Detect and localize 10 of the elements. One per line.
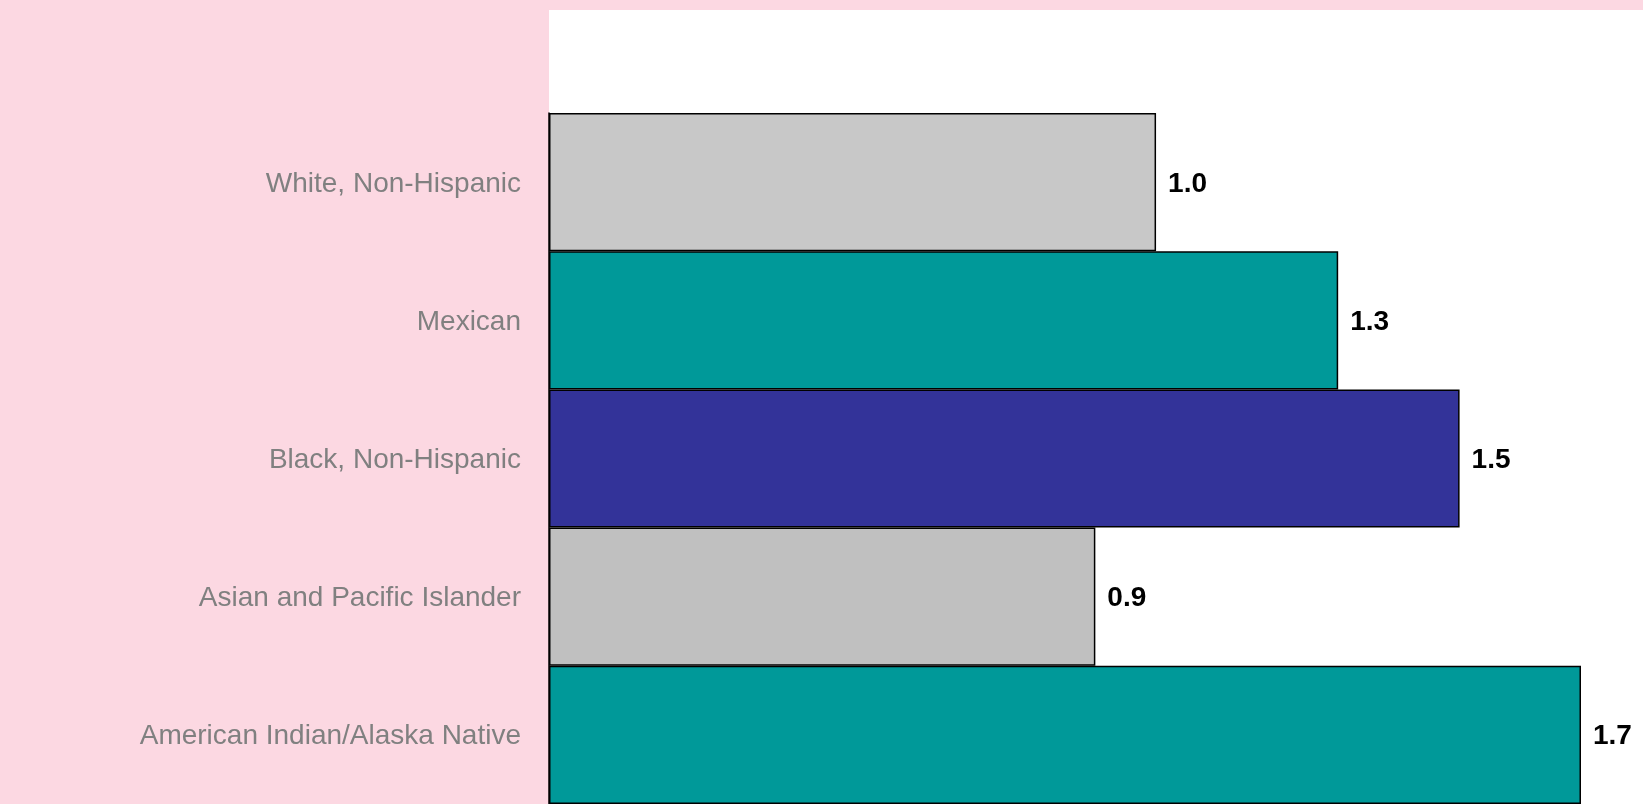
data-label: 1.5 (1471, 443, 1511, 474)
y-tick-label: White, Non-Hispanic (265, 166, 521, 198)
data-label: 1.0 (1168, 166, 1207, 198)
y-tick-label: Mexican (416, 304, 521, 336)
y-tick-label: Black, Non-Hispanic (268, 443, 521, 474)
data-label: 0.9 (1107, 581, 1147, 613)
data-label: 1.3 (1350, 304, 1390, 336)
y-tick-label: Asian and Pacific Islander (198, 581, 521, 613)
y-tick-label: American Indian/Alaska Native (139, 719, 521, 751)
data-label: 1.7 (1593, 719, 1632, 751)
